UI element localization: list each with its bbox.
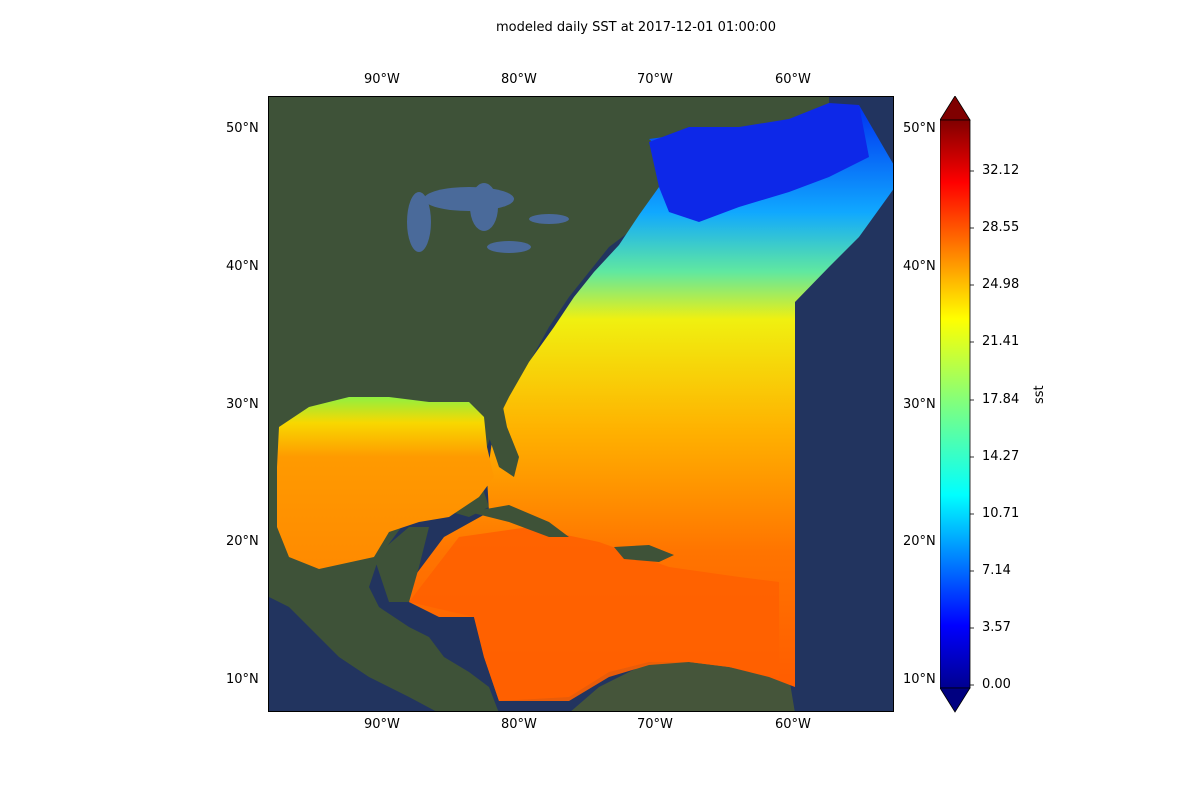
sst-caribbean: [409, 527, 779, 701]
colorbar: [939, 95, 1000, 713]
cuba-island: [469, 505, 569, 537]
lon-tick-bottom-90w: 90°W: [364, 717, 400, 732]
lon-tick-bottom-70w: 70°W: [637, 717, 673, 732]
colorbar-tick-1: 3.57: [982, 620, 1011, 635]
colorbar-tick-8: 28.55: [982, 220, 1020, 235]
lon-tick-top-70w: 70°W: [637, 72, 673, 87]
colorbar-extend-min: [939, 687, 971, 713]
sst-map: [269, 97, 893, 711]
sst-cold-north: [649, 103, 869, 222]
lat-tick-right-50n: 50°N: [903, 121, 936, 136]
colorbar-tick-2: 7.14: [982, 563, 1011, 578]
colorbar-extend-max: [939, 95, 971, 121]
lon-tick-bottom-80w: 80°W: [501, 717, 537, 732]
lat-tick-left-30n: 30°N: [226, 397, 259, 412]
colorbar-tick-0: 0.00: [982, 677, 1011, 692]
lon-tick-top-90w: 90°W: [364, 72, 400, 87]
colorbar-label: sst: [1032, 385, 1047, 404]
lat-tick-right-40n: 40°N: [903, 259, 936, 274]
lat-tick-left-50n: 50°N: [226, 121, 259, 136]
land-north-america: [269, 97, 829, 711]
florida: [487, 397, 519, 477]
lat-tick-left-10n: 10°N: [226, 672, 259, 687]
lat-tick-left-20n: 20°N: [226, 534, 259, 549]
land-south-america: [571, 657, 795, 711]
map-title: modeled daily SST at 2017-12-01 01:00:00: [496, 20, 776, 35]
colorbar-graphic: [939, 95, 974, 713]
colorbar-tick-4: 14.27: [982, 449, 1020, 464]
hispaniola-island: [614, 545, 674, 562]
colorbar-tick-6: 21.41: [982, 334, 1020, 349]
lon-tick-top-60w: 60°W: [775, 72, 811, 87]
lat-tick-left-40n: 40°N: [226, 259, 259, 274]
yucatan: [374, 527, 429, 602]
great-lakes: [424, 187, 514, 211]
lon-tick-bottom-60w: 60°W: [775, 717, 811, 732]
lat-tick-right-20n: 20°N: [903, 534, 936, 549]
lat-tick-right-30n: 30°N: [903, 397, 936, 412]
lon-tick-top-80w: 80°W: [501, 72, 537, 87]
lat-tick-right-10n: 10°N: [903, 672, 936, 687]
colorbar-tick-9: 32.12: [982, 163, 1020, 178]
colorbar-tick-5: 17.84: [982, 392, 1020, 407]
colorbar-tick-7: 24.98: [982, 277, 1020, 292]
sst-gulf-field: [277, 397, 494, 569]
map-plot-area: [268, 96, 894, 712]
colorbar-tick-3: 10.71: [982, 506, 1020, 521]
colorbar-bar: [939, 119, 971, 689]
